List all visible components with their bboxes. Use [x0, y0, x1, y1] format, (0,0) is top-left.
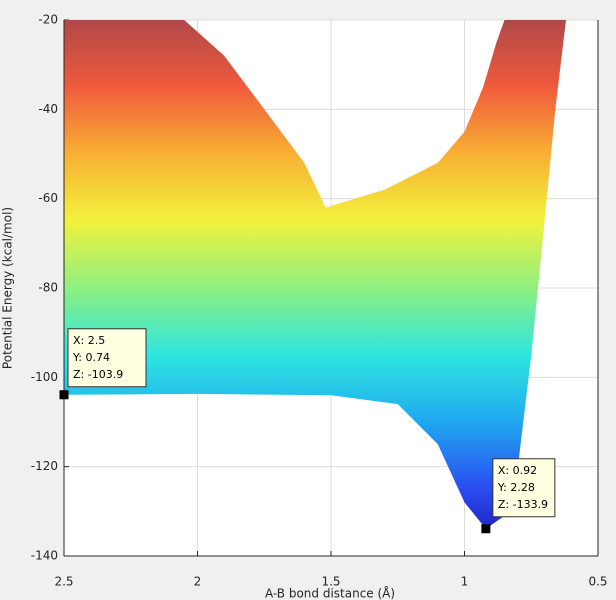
datatip-marker: [481, 524, 491, 534]
datatip: X: 0.92 Y: 2.28 Z: -133.9: [492, 458, 556, 518]
x-tick-label: 2.5: [54, 575, 73, 589]
y-tick-label: -140: [31, 549, 58, 563]
x-tick-label: 1: [461, 575, 469, 589]
y-tick-label: -100: [31, 370, 58, 384]
y-tick-label: -60: [38, 191, 58, 205]
x-tick-label: 2: [194, 575, 202, 589]
datatip: X: 2.5 Y: 0.74 Z: -103.9: [67, 328, 147, 388]
y-tick-label: -20: [38, 13, 58, 27]
x-axis-label: A-B bond distance (Å): [265, 586, 395, 600]
surface: [64, 20, 566, 529]
y-tick-label: -80: [38, 281, 58, 295]
y-tick-label: -120: [31, 459, 58, 473]
datatip-box: [492, 458, 556, 518]
y-axis-label: Potential Energy (kcal/mol): [1, 207, 15, 369]
datatip-line: Y: 2.28: [497, 481, 535, 494]
datatip-box: [67, 328, 147, 388]
datatip-line: X: 0.92: [498, 464, 537, 477]
datatip-line: X: 2.5: [73, 334, 105, 347]
datatip-line: Z: -133.9: [498, 498, 548, 511]
x-tick-label: 1.5: [321, 575, 340, 589]
datatip-line: Z: -103.9: [73, 368, 123, 381]
datatip-marker: [59, 390, 69, 400]
x-tick-label: 0.5: [588, 575, 607, 589]
y-tick-label: -40: [38, 102, 58, 116]
datatip-line: Y: 0.74: [72, 351, 110, 364]
